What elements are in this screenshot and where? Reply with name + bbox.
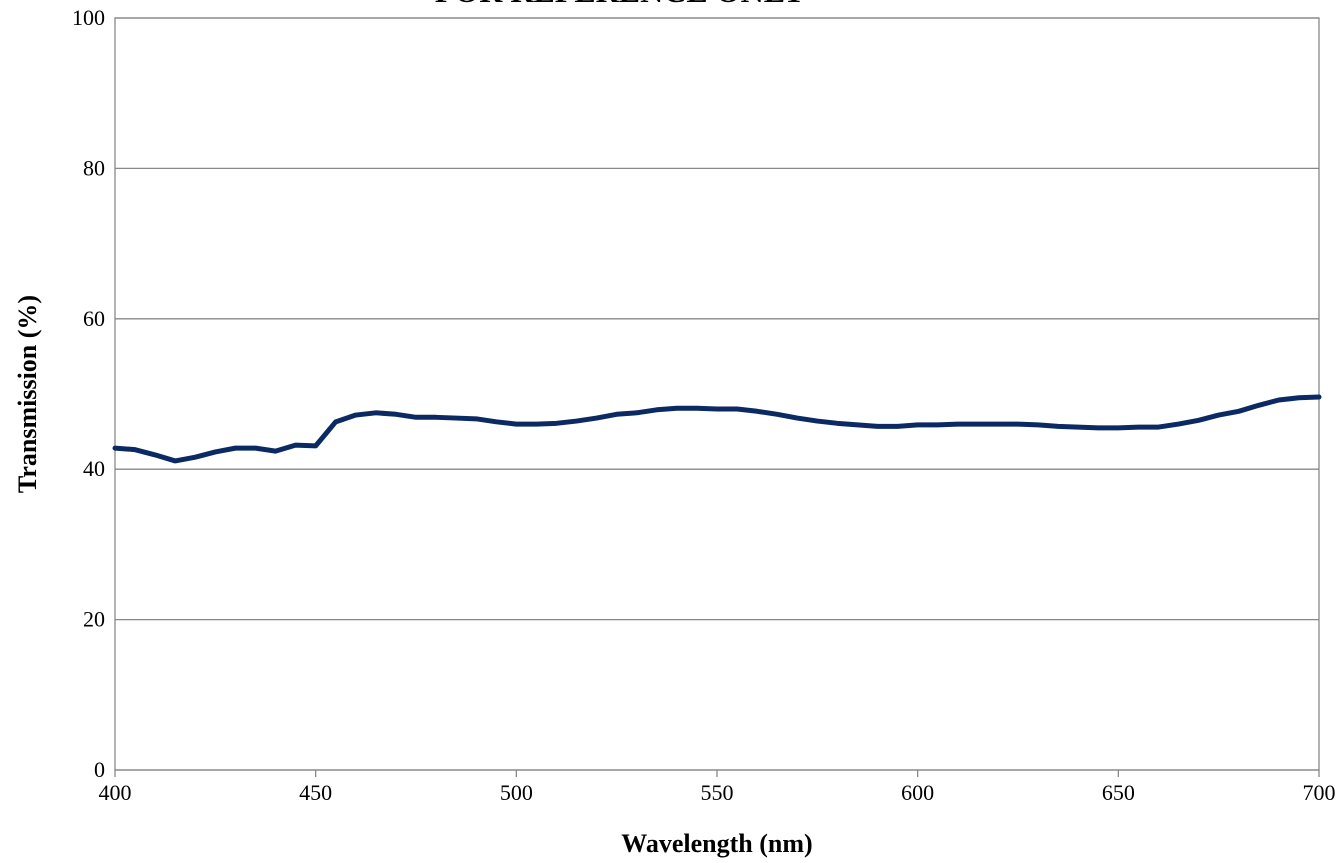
- y-tick-label: 0: [94, 757, 105, 782]
- x-axis-title: Wavelength (nm): [621, 829, 812, 858]
- x-tick-label: 500: [500, 780, 533, 805]
- y-axis-title: Transmission (%): [13, 295, 42, 493]
- x-tick-label: 550: [701, 780, 734, 805]
- x-tick-label: 600: [901, 780, 934, 805]
- y-tick-label: 60: [83, 306, 105, 331]
- y-tick-label: 40: [83, 456, 105, 481]
- x-tick-label: 650: [1102, 780, 1135, 805]
- x-tick-label: 700: [1303, 780, 1336, 805]
- x-tick-label: 400: [99, 780, 132, 805]
- y-tick-label: 80: [83, 155, 105, 180]
- data-line: [112, 394, 1322, 464]
- y-tick-label: 100: [72, 5, 105, 30]
- chart-title: FOR REFERENCE ONLY: [435, 0, 805, 9]
- y-tick-label: 20: [83, 607, 105, 632]
- plot-border: [114, 17, 1320, 771]
- x-tick-label: 450: [299, 780, 332, 805]
